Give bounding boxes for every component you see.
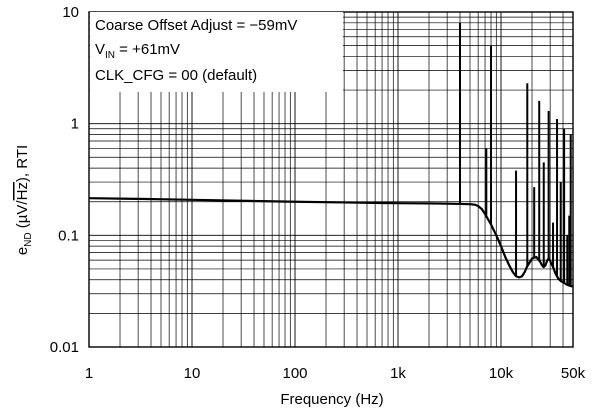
y-axis-label-rti: ), RTI xyxy=(14,145,31,182)
y-axis-label: eND (µV/Hz), RTI xyxy=(14,145,34,255)
y-axis-label-subscript: ND xyxy=(23,232,34,246)
noise-curve-layer xyxy=(88,22,573,288)
annotation-box: Coarse Offset Adjust = −59mV VIN = +61mV… xyxy=(90,12,343,92)
annotation-vin-value: = +61mV xyxy=(115,41,180,58)
annotation-coarse-offset: Coarse Offset Adjust = −59mV xyxy=(95,17,297,34)
annotation-vin: VIN = +61mV xyxy=(95,41,180,61)
annotation-vin-symbol: V xyxy=(95,41,105,58)
x-tick-label: 50k xyxy=(561,365,586,382)
y-axis-label-sqrt-hz: Hz xyxy=(14,182,31,200)
y-tick-label: 10 xyxy=(62,4,79,21)
y-tick-label: 1 xyxy=(71,116,79,133)
y-tick-label: 0.1 xyxy=(58,227,79,244)
y-tick-label: 0.01 xyxy=(50,339,79,356)
y-axis-label-symbol: e xyxy=(14,247,31,255)
x-tick-label: 10k xyxy=(489,365,514,382)
tick-labels: 1 10 100 1k 10k 50k 0.01 0.1 1 10 xyxy=(50,4,586,382)
x-tick-label: 10 xyxy=(184,365,201,382)
annotation-background xyxy=(90,12,343,92)
x-axis-label: Frequency (Hz) xyxy=(280,391,383,408)
noise-density-curve xyxy=(88,197,573,288)
annotation-vin-subscript: IN xyxy=(105,50,115,61)
x-tick-label: 1k xyxy=(390,365,406,382)
annotation-clk-cfg: CLK_CFG = 00 (default) xyxy=(95,67,257,84)
svg-text:eND (µV/Hz), RTI: eND (µV/Hz), RTI xyxy=(14,145,34,255)
x-tick-label: 100 xyxy=(282,365,307,382)
x-tick-label: 1 xyxy=(85,365,93,382)
y-axis-label-units: (µV/ xyxy=(14,200,31,233)
